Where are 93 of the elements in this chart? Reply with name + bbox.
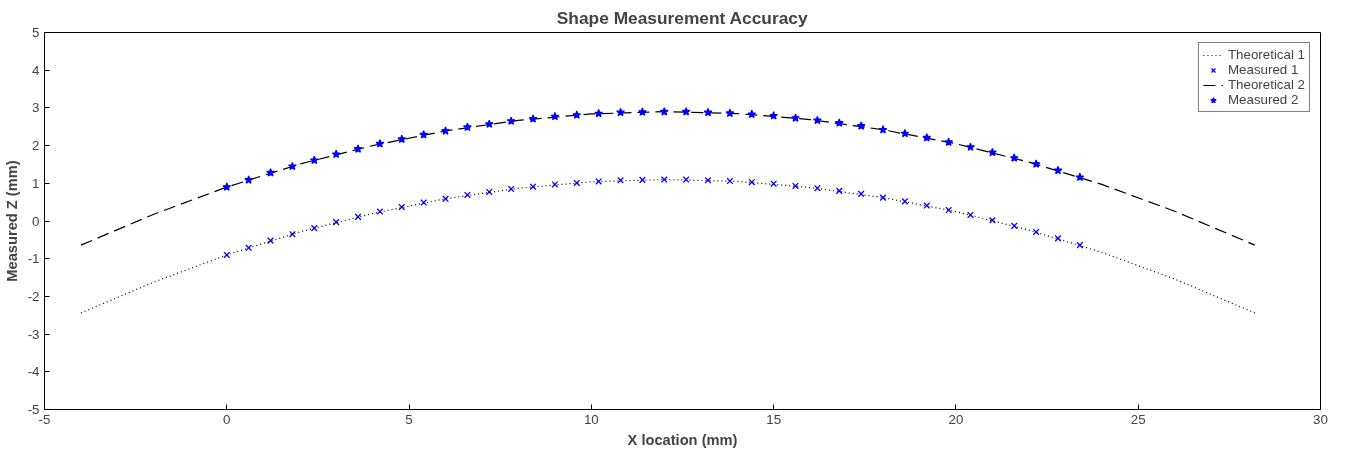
point xyxy=(747,109,757,119)
y-tick-label: 4 xyxy=(32,62,41,78)
y-axis-title: Measured Z (mm) xyxy=(3,160,20,282)
y-tick-label: 3 xyxy=(32,100,40,116)
x-tick-label: 10 xyxy=(583,411,599,427)
point xyxy=(441,126,450,135)
point xyxy=(551,180,559,188)
point xyxy=(660,176,668,184)
point xyxy=(923,202,931,210)
point xyxy=(682,176,690,184)
y-tick-label: 5 xyxy=(32,25,40,40)
point xyxy=(573,179,581,187)
point xyxy=(638,176,646,184)
point xyxy=(878,125,888,134)
point xyxy=(309,155,319,165)
point xyxy=(223,251,231,259)
y-tick-label: -2 xyxy=(27,288,40,304)
point xyxy=(354,213,362,221)
x-axis-title: X location (mm) xyxy=(627,431,738,448)
y-tick-label: -3 xyxy=(27,326,40,342)
point xyxy=(506,116,516,125)
point xyxy=(398,203,406,211)
point xyxy=(792,182,799,190)
x-tick-label: 0 xyxy=(223,411,231,427)
y-tick-label: -4 xyxy=(27,364,41,380)
point xyxy=(528,114,538,123)
point xyxy=(1075,172,1085,182)
point xyxy=(922,133,932,142)
point xyxy=(703,107,713,117)
point xyxy=(353,144,363,153)
point xyxy=(834,118,844,127)
point xyxy=(266,168,275,177)
point xyxy=(856,121,866,130)
point xyxy=(945,206,953,214)
point xyxy=(529,183,537,191)
point xyxy=(617,176,624,184)
point xyxy=(1054,234,1062,242)
point xyxy=(1031,159,1041,168)
point xyxy=(244,175,254,184)
line-series xyxy=(80,178,1256,314)
point xyxy=(966,142,975,151)
point xyxy=(901,197,909,205)
legend-label: Measured 2 xyxy=(1227,92,1299,107)
point xyxy=(988,216,996,224)
x-tick-label: 25 xyxy=(1130,411,1146,427)
point xyxy=(222,182,232,191)
point xyxy=(485,188,493,196)
point xyxy=(420,199,428,207)
point xyxy=(769,111,779,120)
point xyxy=(812,115,822,125)
point xyxy=(725,108,735,118)
point xyxy=(462,122,472,132)
point xyxy=(397,134,407,144)
point xyxy=(484,119,494,128)
point xyxy=(987,147,997,157)
point xyxy=(419,130,429,139)
point xyxy=(879,194,887,202)
point xyxy=(594,108,604,118)
point xyxy=(659,107,669,116)
y-tick-label: 2 xyxy=(32,138,40,154)
legend-label: Theoretical 2 xyxy=(1227,77,1305,92)
point xyxy=(726,177,734,185)
legend-label: Theoretical 1 xyxy=(1227,47,1305,62)
point xyxy=(572,110,582,119)
y-tick-label: 1 xyxy=(32,175,40,191)
point xyxy=(967,211,974,219)
x-tick-label: 15 xyxy=(766,411,782,427)
point xyxy=(813,184,821,192)
point xyxy=(463,191,471,199)
point xyxy=(442,195,450,203)
point xyxy=(1053,165,1063,175)
point xyxy=(376,208,384,216)
point xyxy=(944,137,954,147)
point xyxy=(704,176,712,184)
point xyxy=(1010,222,1018,230)
point xyxy=(1009,153,1019,162)
x-tick-label: 30 xyxy=(1313,411,1328,427)
point xyxy=(287,161,297,171)
point xyxy=(310,224,318,232)
x-tick-label: 5 xyxy=(405,411,413,427)
point xyxy=(637,107,647,116)
y-tick-label: -1 xyxy=(27,251,40,267)
point xyxy=(616,107,625,117)
x-tick-label: 20 xyxy=(948,411,964,427)
legend-label: Measured 1 xyxy=(1227,62,1299,77)
y-tick-label: 0 xyxy=(32,213,40,229)
point xyxy=(245,244,253,252)
point xyxy=(791,113,800,122)
point xyxy=(331,149,341,159)
point xyxy=(507,185,515,193)
chart-title: Shape Measurement Accuracy xyxy=(556,7,808,28)
point xyxy=(835,187,843,195)
point xyxy=(288,230,296,238)
